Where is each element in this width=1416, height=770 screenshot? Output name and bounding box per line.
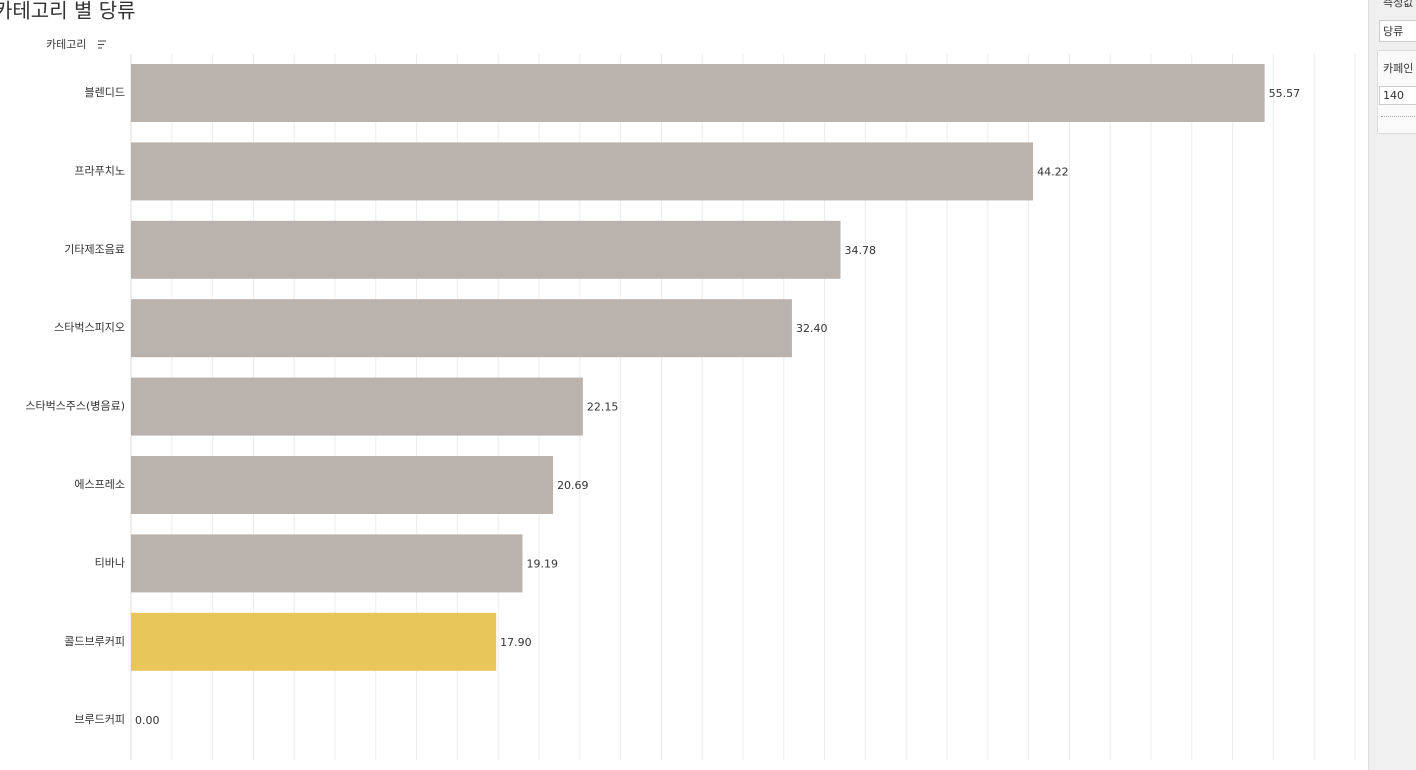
panel-label: 측정값 [1383,0,1414,9]
chart: 카테고리 별 당류 카테고리 블렌디드 55.57 프라푸치노 44.22 기타제조음료… [0,0,1356,760]
data-label: 55.57 [1269,87,1301,100]
dropdown[interactable]: 당류 [1379,20,1416,42]
y-tick-label: 블렌디드 [85,86,125,99]
y-tick-label: 기타제조음료 [64,243,125,256]
data-label: 34.78 [845,244,877,257]
y-tick-label: 티바나 [95,556,125,569]
bar [131,220,841,279]
data-label: 19.19 [526,557,558,570]
data-label: 32.40 [796,322,828,335]
bar [131,534,523,593]
slider[interactable] [1381,116,1416,117]
bar [131,612,497,671]
y-tick-label: 에스프레소 [74,478,125,491]
y-tick-label: 브루드커피 [74,713,125,726]
bar [131,377,583,436]
data-label: 44.22 [1037,165,1069,178]
data-label: 22.15 [587,401,619,414]
data-label: 17.90 [500,636,532,649]
number-input[interactable]: 140 [1379,86,1416,105]
panel-label: 카페인 [1383,62,1414,75]
bar [131,456,554,514]
bar [131,299,792,358]
sort-icon[interactable] [98,40,106,49]
axis-header[interactable]: 카테고리 [46,38,86,51]
y-tick-label: 스타벅스주스(병음료) [25,400,125,413]
bar [131,142,1034,201]
chart-title: 카테고리 별 당류 [0,0,136,23]
data-label: 0.00 [135,714,160,727]
y-tick-label: 프라푸치노 [74,164,125,177]
side-panel: 측정값 당류 카페인 140 [1368,0,1416,770]
data-label: 20.69 [557,479,589,492]
y-tick-label: 콜드브루커피 [64,635,125,648]
bar [131,64,1265,122]
y-tick-label: 스타벅스피지오 [54,321,125,334]
